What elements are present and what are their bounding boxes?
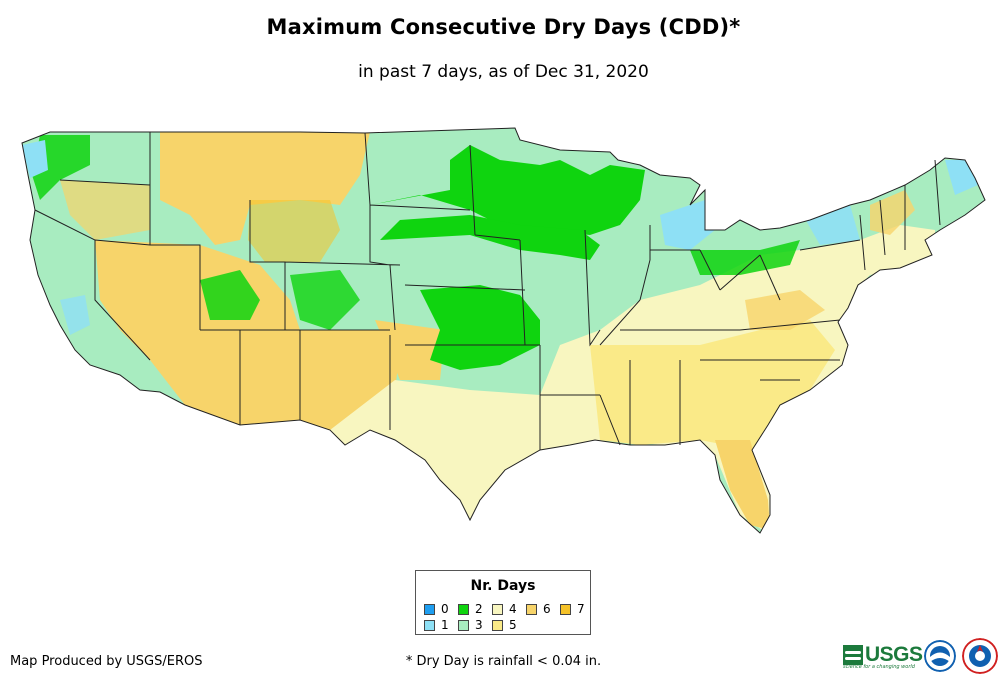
usgs-wave-icon [843, 645, 863, 665]
nws-logo [962, 638, 998, 674]
legend-swatch-6 [526, 603, 537, 615]
noaa-logo [924, 640, 956, 672]
legend-swatch-0 [424, 603, 435, 615]
usgs-logo-text: USGS [865, 643, 923, 666]
legend-item-2: 2 [458, 602, 483, 616]
region-washington-2-days [32, 135, 90, 200]
footnote: * Dry Day is rainfall < 0.04 in. [405, 654, 602, 669]
legend-swatch-2 [458, 603, 469, 615]
usgs-logo: USGS [843, 643, 923, 667]
us-dry-days-map [21, 127, 986, 534]
legend-swatch-4 [492, 603, 503, 615]
legend-item-3: 3 [458, 618, 483, 632]
legend-label-6: 6 [543, 602, 551, 616]
legend-label-0: 0 [441, 602, 449, 616]
legend-swatch-1 [424, 619, 435, 631]
region-southwest-6-days [95, 240, 400, 430]
region-wyoming-7-days [248, 200, 340, 262]
region-upper-midwest-2-days [370, 145, 645, 235]
legend-label-1: 1 [441, 618, 449, 632]
region-oregon-6-days [60, 180, 150, 240]
legend-item-6: 6 [526, 602, 551, 616]
legend-item-5: 5 [492, 618, 517, 632]
region-colorado-2-days [290, 270, 360, 330]
legend-label-5: 5 [509, 618, 517, 632]
legend-title: Nr. Days [470, 578, 536, 594]
map-subtitle: in past 7 days, as of Dec 31, 2020 [358, 62, 649, 82]
legend-label-2: 2 [475, 602, 483, 616]
map-title: Maximum Consecutive Dry Days (CDD)* [266, 15, 741, 39]
legend-item-4: 4 [492, 602, 517, 616]
legend-item-7: 7 [560, 602, 585, 616]
legend-swatch-5 [492, 619, 503, 631]
map-credit: Map Produced by USGS/EROS [10, 654, 203, 669]
legend-swatch-3 [458, 619, 469, 631]
region-northern-rockies-6-days [160, 132, 370, 245]
legend-label-7: 7 [577, 602, 585, 616]
region-central-plains-2-days [380, 215, 600, 260]
region-michigan-1-day [660, 200, 715, 250]
region-puget-sound-1-day [22, 140, 48, 178]
region-utah-2-days [200, 270, 260, 320]
region-virginia-6-days [745, 290, 825, 330]
region-southern-plains-6-days [375, 320, 445, 380]
legend: Nr. Days 0 1 2 3 4 5 6 7 [415, 570, 591, 635]
state-borders [21, 127, 986, 534]
dry-days-fill [22, 128, 985, 533]
region-deep-south-5-days [590, 320, 835, 450]
region-n-california-1-day [60, 295, 90, 335]
region-new-england-6-days [870, 190, 915, 235]
legend-item-0: 0 [424, 602, 449, 616]
legend-item-1: 1 [424, 618, 449, 632]
legend-swatch-7 [560, 603, 571, 615]
region-ohio-valley-2-days [690, 240, 800, 275]
legend-label-4: 4 [509, 602, 517, 616]
usgs-tagline: science for a changing world [843, 664, 915, 670]
region-kansas-oklahoma-2-days [420, 285, 540, 370]
region-florida-6-days [715, 440, 770, 530]
legend-label-3: 3 [475, 618, 483, 632]
